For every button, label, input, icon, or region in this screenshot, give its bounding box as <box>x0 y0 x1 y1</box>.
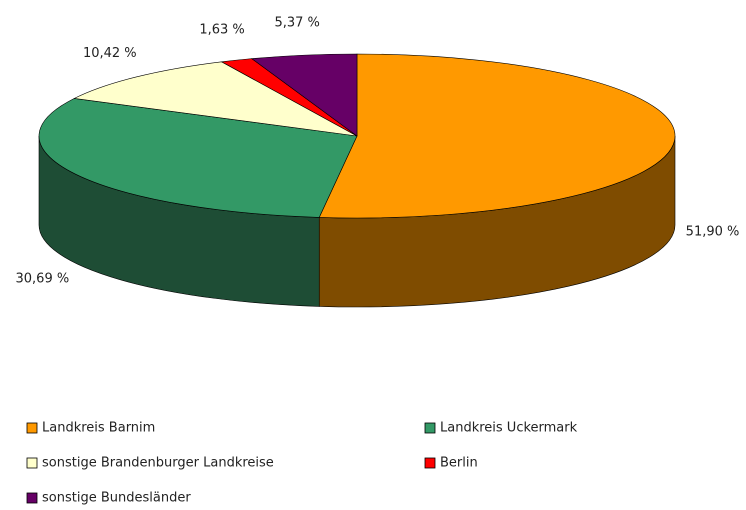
slice <box>73 61 358 137</box>
data-label: 30,69 % <box>16 271 70 286</box>
slice <box>250 53 358 137</box>
data-label: 10,42 % <box>83 46 137 61</box>
legend-swatch <box>424 422 436 434</box>
legend-label: Landkreis Uckermark <box>440 421 578 436</box>
slice <box>318 53 676 219</box>
legend-swatch <box>26 422 38 434</box>
legend-swatch <box>26 492 38 504</box>
legend-label: sonstige Brandenburger Landkreise <box>42 456 274 471</box>
slice <box>38 98 358 218</box>
data-label: 51,90 % <box>686 224 740 239</box>
data-label: 1,63 % <box>199 22 244 37</box>
data-label: 5,37 % <box>274 15 319 30</box>
legend-swatch <box>26 457 38 469</box>
legend-label: sonstige Bundesländer <box>42 491 191 506</box>
legend-label: Landkreis Barnim <box>42 421 155 436</box>
legend-label: Berlin <box>440 456 478 471</box>
legend-swatch <box>424 457 436 469</box>
